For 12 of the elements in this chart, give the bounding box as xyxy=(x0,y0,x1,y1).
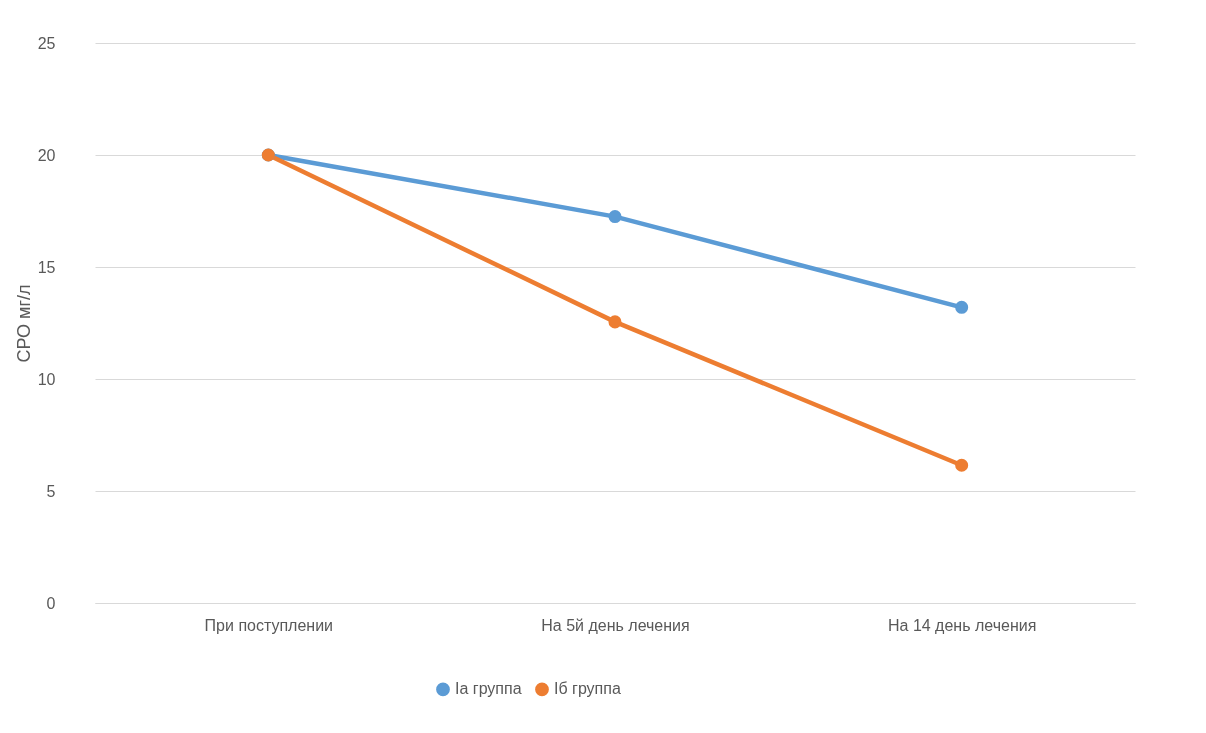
legend-label: Iа группа xyxy=(455,680,522,698)
y-tick-label: 0 xyxy=(46,594,56,612)
y-tick-label: 25 xyxy=(37,34,56,52)
y-tick-label: 10 xyxy=(37,370,56,388)
legend-label: Iб группа xyxy=(554,680,621,698)
y-tick-label: 5 xyxy=(46,482,56,500)
y-axis-title: СРО мг/л xyxy=(13,284,34,363)
y-tick-label: 15 xyxy=(37,258,56,276)
x-tick-label: На 5й день лечения xyxy=(541,616,690,634)
x-tick-label: При поступлении xyxy=(204,616,334,634)
y-tick-label: 20 xyxy=(37,146,56,164)
x-tick-label: На 14 день лечения xyxy=(887,616,1037,634)
